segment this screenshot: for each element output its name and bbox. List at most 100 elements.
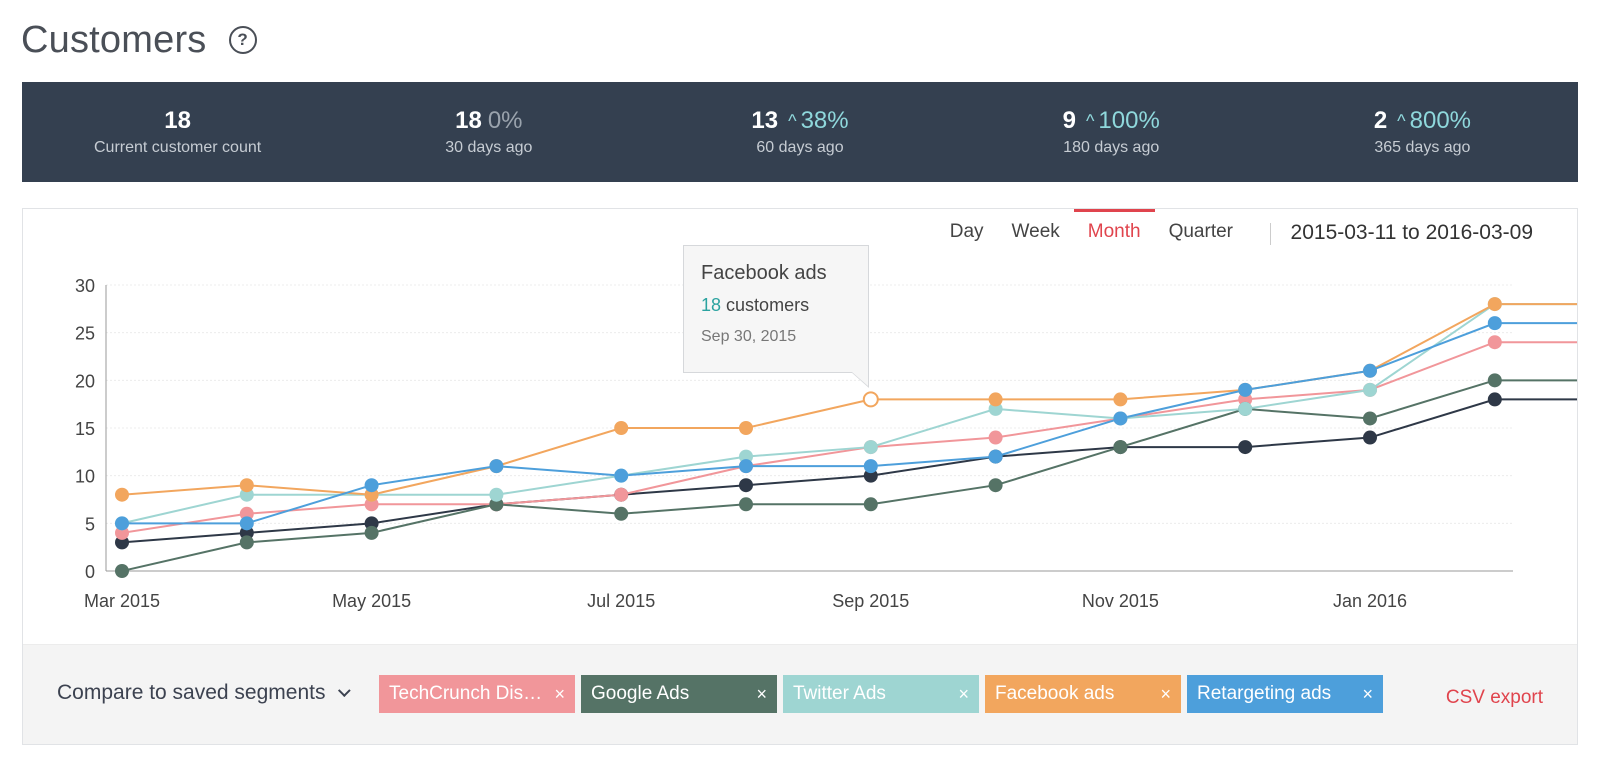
- x-tick-label: Mar 2015: [84, 591, 160, 611]
- close-icon[interactable]: ×: [1362, 683, 1373, 704]
- data-point: [1487, 335, 1502, 350]
- stat-value: 13: [751, 107, 779, 134]
- data-point: [239, 478, 254, 493]
- stat-label: Current customer count: [94, 139, 262, 156]
- tooltip-date: Sep 30, 2015: [701, 328, 797, 345]
- close-icon[interactable]: ×: [554, 683, 565, 704]
- data-point: [988, 392, 1003, 407]
- data-point: [115, 487, 129, 502]
- chip-label: Google Ads: [591, 683, 690, 704]
- tab-week[interactable]: Week: [1011, 221, 1060, 242]
- highlight-point: [862, 391, 879, 408]
- y-tick-label: 5: [85, 514, 95, 534]
- x-tick-label: Jan 2016: [1333, 591, 1407, 611]
- tooltip-value: 18: [701, 295, 722, 315]
- caret-up-icon: ^: [788, 111, 797, 131]
- data-point: [988, 478, 1003, 493]
- data-point: [739, 421, 753, 435]
- data-point: [988, 430, 1003, 445]
- page-title: Customers: [21, 18, 207, 61]
- data-point: [1487, 373, 1502, 388]
- data-point: [739, 459, 753, 474]
- x-tick-label: Sep 2015: [832, 591, 909, 611]
- stats-bar: 18 Current customer count 18 0% 30 days …: [22, 82, 1578, 182]
- close-icon[interactable]: ×: [958, 683, 969, 704]
- help-icon[interactable]: ?: [228, 26, 257, 54]
- y-tick-label: 10: [75, 467, 95, 487]
- data-point: [614, 506, 629, 521]
- tab-month[interactable]: Month: [1073, 209, 1155, 255]
- segment-chip-facebook-ads[interactable]: Facebook ads ×: [985, 675, 1181, 713]
- data-point: [614, 468, 629, 483]
- data-point: [1363, 382, 1377, 397]
- segment-chip-twitter-ads[interactable]: Twitter Ads ×: [783, 675, 979, 713]
- stat-change: 0%: [487, 107, 523, 134]
- page-header: Customers ?: [21, 10, 257, 70]
- data-point: [614, 421, 629, 435]
- stat-change: 38%: [800, 107, 849, 134]
- x-tick-label: Nov 2015: [1082, 591, 1159, 611]
- caret-up-icon: ^: [1397, 111, 1406, 131]
- data-point: [489, 487, 504, 502]
- series-line: [121, 398, 1577, 544]
- stat-change: 800%: [1409, 107, 1472, 134]
- data-point: [1238, 401, 1253, 416]
- stat-value: 18: [455, 107, 482, 134]
- stat-30-days: 18 0% 30 days ago: [333, 82, 644, 182]
- chip-label: Twitter Ads: [793, 683, 886, 704]
- data-point: [115, 516, 129, 531]
- data-point: [1487, 392, 1502, 407]
- stat-60-days: 13 ^ 38% 60 days ago: [644, 82, 955, 182]
- chart-tooltip: Facebook ads 18 customers Sep 30, 2015: [683, 245, 869, 388]
- chevron-down-icon: [338, 683, 352, 697]
- stat-label: 180 days ago: [1063, 139, 1160, 156]
- chip-label: Retargeting ads: [1197, 683, 1332, 704]
- stat-365-days: 2 ^ 800% 365 days ago: [1267, 82, 1578, 182]
- data-point: [1113, 440, 1128, 455]
- close-icon[interactable]: ×: [756, 683, 767, 704]
- divider: [1270, 223, 1271, 245]
- data-point: [489, 459, 504, 474]
- caret-up-icon: ^: [1085, 111, 1095, 131]
- y-tick-label: 25: [75, 324, 95, 344]
- tab-quarter[interactable]: Quarter: [1168, 221, 1233, 242]
- data-point: [1113, 392, 1128, 407]
- close-icon[interactable]: ×: [1160, 683, 1171, 704]
- data-point: [1487, 297, 1502, 312]
- segment-chips: TechCrunch Disr… × Google Ads × Twitter …: [379, 675, 1389, 713]
- data-point: [863, 497, 878, 512]
- data-point: [739, 478, 753, 493]
- segment-chip-retargeting-ads[interactable]: Retargeting ads ×: [1187, 675, 1383, 713]
- customers-line-chart: 0 5 10 15 20 25 30 Mar 2015 May 2015 Jul 2015 Sep …: [75, 276, 1577, 611]
- date-range-picker[interactable]: 2015-03-11 to 2016-03-09: [1290, 221, 1533, 244]
- compare-segments-dropdown[interactable]: Compare to saved segments: [57, 681, 352, 705]
- tab-day[interactable]: Day: [949, 221, 984, 242]
- chip-label: Facebook ads: [995, 683, 1115, 704]
- chart-panel: 0 5 10 15 20 25 30 Mar 2015 May 2015 Jul 2015 Sep …: [22, 208, 1578, 745]
- x-tick-label: May 2015: [332, 591, 411, 611]
- data-point: [1487, 316, 1502, 331]
- data-point: [239, 535, 254, 550]
- data-point: [863, 459, 878, 474]
- y-tick-label: 30: [75, 276, 95, 296]
- segment-chip-techcrunch[interactable]: TechCrunch Disr… ×: [379, 675, 575, 713]
- stat-value: 9: [1062, 107, 1076, 134]
- data-point: [739, 497, 753, 512]
- period-tabs: Day Week Month Quarter: [936, 209, 1247, 255]
- y-tick-label: 0: [85, 562, 95, 582]
- x-tick-label: Jul 2015: [587, 591, 655, 611]
- segment-chip-google-ads[interactable]: Google Ads ×: [581, 675, 777, 713]
- data-point: [1363, 363, 1377, 378]
- tooltip-title: Facebook ads: [701, 262, 827, 284]
- data-point: [863, 440, 878, 455]
- data-point: [614, 487, 629, 502]
- data-point: [1363, 430, 1377, 445]
- stat-label: 365 days ago: [1374, 139, 1471, 156]
- y-tick-label: 15: [75, 419, 95, 439]
- chip-label: TechCrunch Disr…: [389, 683, 543, 704]
- data-point: [1113, 411, 1128, 426]
- stat-180-days: 9 ^ 100% 180 days ago: [956, 82, 1267, 182]
- data-point: [364, 525, 379, 540]
- data-point: [1238, 382, 1253, 397]
- csv-export-link[interactable]: CSV export: [1445, 687, 1543, 708]
